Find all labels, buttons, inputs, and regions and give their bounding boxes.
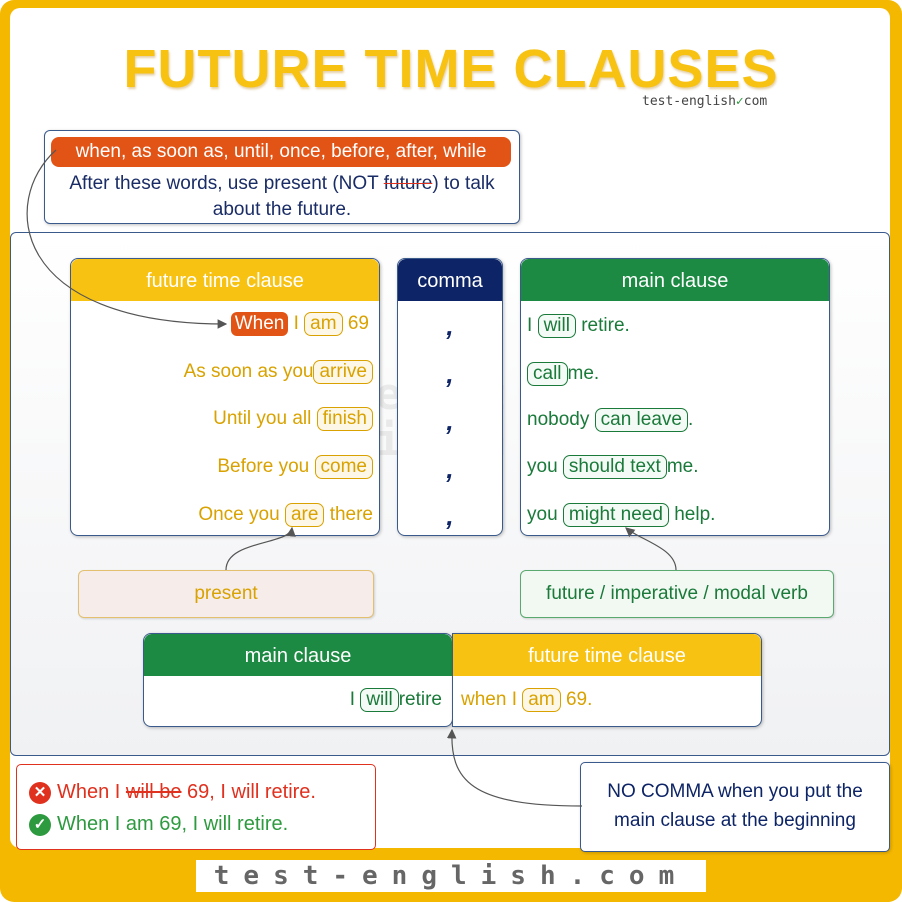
future-verb: should text xyxy=(562,455,667,479)
main-clause-column: main clause I will retire. call me. nobod… xyxy=(520,258,830,536)
no-comma-note: NO COMMA when you put the main clause at… xyxy=(580,762,890,852)
clause-end: there xyxy=(329,504,373,525)
right-example: ✓ When I am 69, I will retire. xyxy=(29,813,288,836)
arrow-note-to-when xyxy=(26,149,228,329)
clause-start: nobody xyxy=(527,409,590,430)
note-struck-word: future xyxy=(383,173,433,194)
clause-end: 69. xyxy=(565,689,593,710)
reverse-time-text: when I am 69. xyxy=(461,688,592,712)
check-icon: ✓ xyxy=(735,94,744,109)
no-comma-line2: main clause at the beginning xyxy=(614,810,856,831)
comma-mark: , xyxy=(446,501,454,531)
present-verb: are xyxy=(284,503,325,527)
main-clause-header: main clause xyxy=(521,259,829,301)
present-label: present xyxy=(78,570,374,618)
example-box: ✕ When I will be 69, I will retire. ✓ When… xyxy=(16,764,376,850)
clause-end: . xyxy=(687,409,694,430)
cross-icon: ✕ xyxy=(29,781,51,804)
present-verb: come xyxy=(314,455,373,479)
main-clause-row: call me. xyxy=(527,362,599,386)
time-clause-column: future time clause When I am 69 As soon … xyxy=(70,258,380,536)
time-clause-row: When I am 69 xyxy=(230,312,369,336)
clause-end: help. xyxy=(674,504,716,525)
subject: I xyxy=(288,313,305,334)
future-label: future / imperative / modal verb xyxy=(520,570,834,618)
comma-mark: , xyxy=(446,359,454,389)
time-clause-row: Until you all finish xyxy=(213,407,373,431)
note-text-before: After these words, use present (NOT xyxy=(69,173,384,194)
time-clause-header: future time clause xyxy=(71,259,379,301)
future-verb: might need xyxy=(562,503,669,527)
future-verb: will xyxy=(537,314,576,338)
arrow-present xyxy=(225,526,296,571)
clause-end: 69 xyxy=(342,313,369,334)
present-verb: am xyxy=(522,688,561,712)
footer-brand: test-english.com xyxy=(196,860,706,892)
brand-name: test-english xyxy=(642,94,736,109)
wrong-struck: will be xyxy=(125,781,182,803)
no-comma-line1: NO COMMA when you put the xyxy=(607,781,863,802)
reverse-main-clause: main clause I will retire xyxy=(143,633,453,727)
clause-start: As soon as you xyxy=(183,361,314,382)
clause-end: retire. xyxy=(581,315,630,336)
clause-start: you xyxy=(527,456,558,477)
page-title: FUTURE TIME CLAUSES xyxy=(123,39,779,99)
clause-start: you xyxy=(527,504,558,525)
present-verb: am xyxy=(304,312,343,336)
time-clause-row: As soon as you arrive xyxy=(184,360,373,384)
conjunctions-note: when, as soon as, until, once, before, a… xyxy=(44,130,520,224)
right-text: When I am 69, I will retire. xyxy=(57,813,289,835)
comma-mark: , xyxy=(446,454,454,484)
time-clause-row: Once you are there xyxy=(198,503,373,527)
future-verb: will xyxy=(360,688,399,712)
reverse-time-header: future time clause xyxy=(453,634,761,676)
arrow-future xyxy=(625,527,677,571)
future-verb: can leave xyxy=(594,408,688,432)
conjunction-highlight: When xyxy=(230,312,289,336)
present-verb: finish xyxy=(316,407,373,431)
clause-start: I xyxy=(527,315,533,336)
comma-mark: , xyxy=(446,406,454,436)
clause-start: Before you xyxy=(217,456,310,477)
wrong-example: ✕ When I will be 69, I will retire. xyxy=(29,781,316,804)
main-clause-row: nobody can leave. xyxy=(527,408,693,432)
reverse-main-text: I will retire xyxy=(350,688,442,712)
clause-start: I xyxy=(349,689,356,710)
wrong-pre: When I xyxy=(57,781,126,803)
comma-mark: , xyxy=(446,311,454,341)
note-text: After these words, use present (NOT futu… xyxy=(45,171,519,223)
clause-end: retire xyxy=(398,689,442,710)
reverse-main-header: main clause xyxy=(144,634,452,676)
clause-start: when I xyxy=(461,689,517,710)
clause-end: me. xyxy=(567,363,600,384)
future-verb: call xyxy=(527,362,568,386)
arrow-no-comma xyxy=(446,728,583,807)
time-clause-row: Before you come xyxy=(217,455,373,479)
note-text-after: ) to talk about the future. xyxy=(212,173,495,220)
brand-logo: test-english✓com xyxy=(642,94,767,109)
main-clause-row: you should text me. xyxy=(527,455,699,479)
reverse-time-clause: future time clause when I am 69. xyxy=(452,633,762,727)
clause-start: Until you all xyxy=(213,408,312,429)
main-clause-row: you might need help. xyxy=(527,503,715,527)
clause-start: Once you xyxy=(198,504,280,525)
comma-header: comma xyxy=(398,259,502,301)
check-circle-icon: ✓ xyxy=(29,813,51,836)
conjunctions-list: when, as soon as, until, once, before, a… xyxy=(51,137,511,167)
clause-end: me. xyxy=(666,456,699,477)
comma-column: comma , , , , , xyxy=(397,258,503,536)
wrong-post: 69, I will retire. xyxy=(181,781,316,803)
present-verb: arrive xyxy=(313,360,373,384)
brand-suffix: com xyxy=(743,94,768,109)
main-clause-row: I will retire. xyxy=(527,314,630,338)
